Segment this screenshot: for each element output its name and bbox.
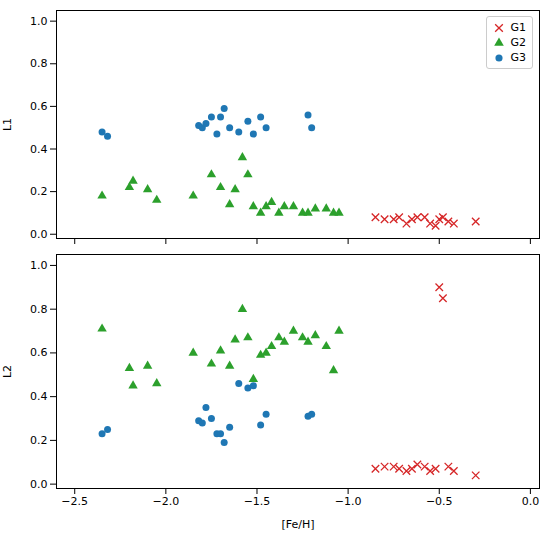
svg-text:−2.0: −2.0	[152, 495, 179, 508]
svg-text:1.0: 1.0	[30, 259, 48, 272]
svg-text:0.0: 0.0	[30, 228, 48, 241]
svg-text:−1.5: −1.5	[244, 495, 271, 508]
svg-text:0.2: 0.2	[30, 185, 48, 198]
svg-text:−0.5: −0.5	[426, 495, 453, 508]
html-text:G3: G3	[510, 51, 526, 64]
svg-text:0.6: 0.6	[30, 346, 48, 359]
svg-text:0.2: 0.2	[30, 434, 48, 447]
svg-text:−2.5: −2.5	[61, 495, 88, 508]
svg-text:−1.0: −1.0	[335, 495, 362, 508]
svg-text:0.4: 0.4	[30, 390, 48, 403]
svg-text:0.8: 0.8	[30, 57, 48, 70]
svg-text:0.0: 0.0	[30, 478, 48, 491]
svg-text:L1: L1	[1, 118, 14, 131]
svg-text:0.8: 0.8	[30, 303, 48, 316]
svg-text:L2: L2	[1, 365, 14, 378]
svg-text:0.0: 0.0	[522, 495, 540, 508]
html-text:G1: G1	[510, 21, 526, 34]
svg-text:0.6: 0.6	[30, 100, 48, 113]
html-text:G2: G2	[510, 36, 526, 49]
svg-text:1.0: 1.0	[30, 15, 48, 28]
svg-text:[Fe/H]: [Fe/H]	[281, 518, 314, 531]
svg-text:0.4: 0.4	[30, 143, 48, 156]
